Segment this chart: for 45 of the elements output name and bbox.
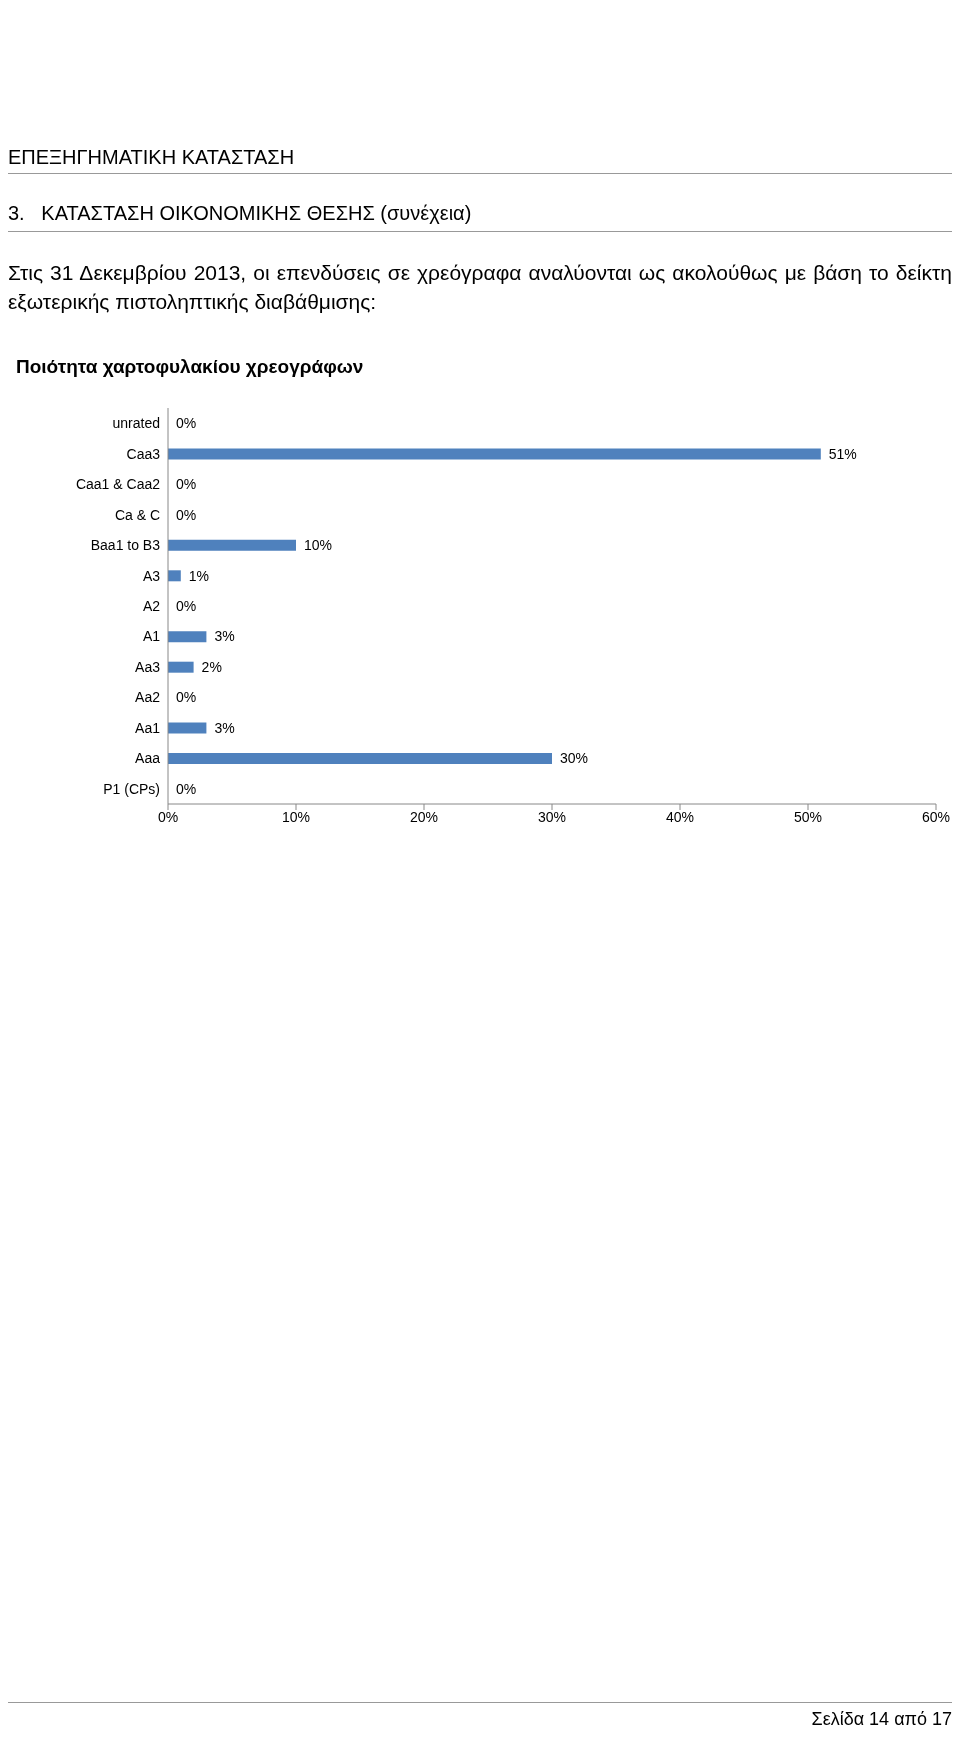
data-label: 1% [188, 567, 210, 584]
bar [168, 661, 194, 673]
y-tick-label: Caa1 & Caa2 [75, 476, 161, 493]
chart-title: Ποιότητα χαρτοφυλακίου χρεογράφων [16, 356, 364, 378]
bar [168, 631, 207, 643]
y-tick-label: Aa1 [135, 719, 161, 736]
text: Στις 31 Δεκεμβρίου 2013, οι επενδύσεις σε χρεόγραφα αναλύονται ως ακολούθως με βάση το δείκτη εξωτερικής πιστοληπτικής διαβάθμισης: [8, 260, 952, 315]
x-tick-label: 40% [665, 808, 695, 825]
data-label: 0% [176, 780, 197, 797]
data-label: 0% [176, 506, 197, 523]
text: Σελίδα 14 από 17 [8, 1702, 952, 1730]
x-tick-label: 50% [793, 808, 823, 825]
y-tick-label: Aa3 [135, 658, 161, 675]
y-tick-label: Baa1 to B3 [90, 537, 161, 554]
data-label: 0% [176, 689, 197, 706]
y-tick-label: Ca & C [114, 506, 160, 523]
bar [168, 539, 296, 551]
y-tick-label: A2 [142, 597, 161, 614]
data-label: 2% [201, 658, 222, 675]
y-tick-label: Caa3 [126, 445, 161, 462]
data-label: 0% [176, 415, 197, 432]
text: 3. ΚΑΤΑΣΤΑΣΗ ΟΙΚΟΝΟΜΙΚΗΣ ΘΕΣΗΣ (συνέχεια) [8, 202, 952, 232]
x-tick-label: 20% [409, 808, 439, 825]
x-tick-label: 60% [921, 808, 951, 825]
y-tick-label: P1 (CPs) [103, 780, 160, 797]
bar [168, 722, 207, 734]
data-label: 10% [304, 537, 333, 554]
data-label: 3% [214, 719, 235, 736]
x-tick-label: 0% [157, 808, 179, 825]
bar [168, 570, 181, 582]
y-tick-label: Aa2 [135, 689, 161, 706]
text: ΕΠΕΞΗΓΗΜΑΤΙΚΗ ΚΑΤΑΣΤΑΣΗ [8, 146, 952, 174]
data-label: 30% [560, 750, 589, 767]
x-tick-label: 30% [537, 808, 567, 825]
y-tick-label: A3 [142, 567, 161, 584]
y-tick-label: Aaa [135, 750, 161, 767]
data-label: 3% [214, 628, 235, 645]
data-label: 0% [176, 598, 197, 614]
bar [168, 448, 821, 460]
bar [168, 753, 552, 765]
y-tick-label: A1 [142, 628, 161, 645]
data-label: 51% [828, 445, 857, 462]
x-tick-label: 10% [281, 808, 311, 825]
data-label: 0% [176, 476, 197, 493]
y-tick-label: unrated [112, 415, 160, 432]
